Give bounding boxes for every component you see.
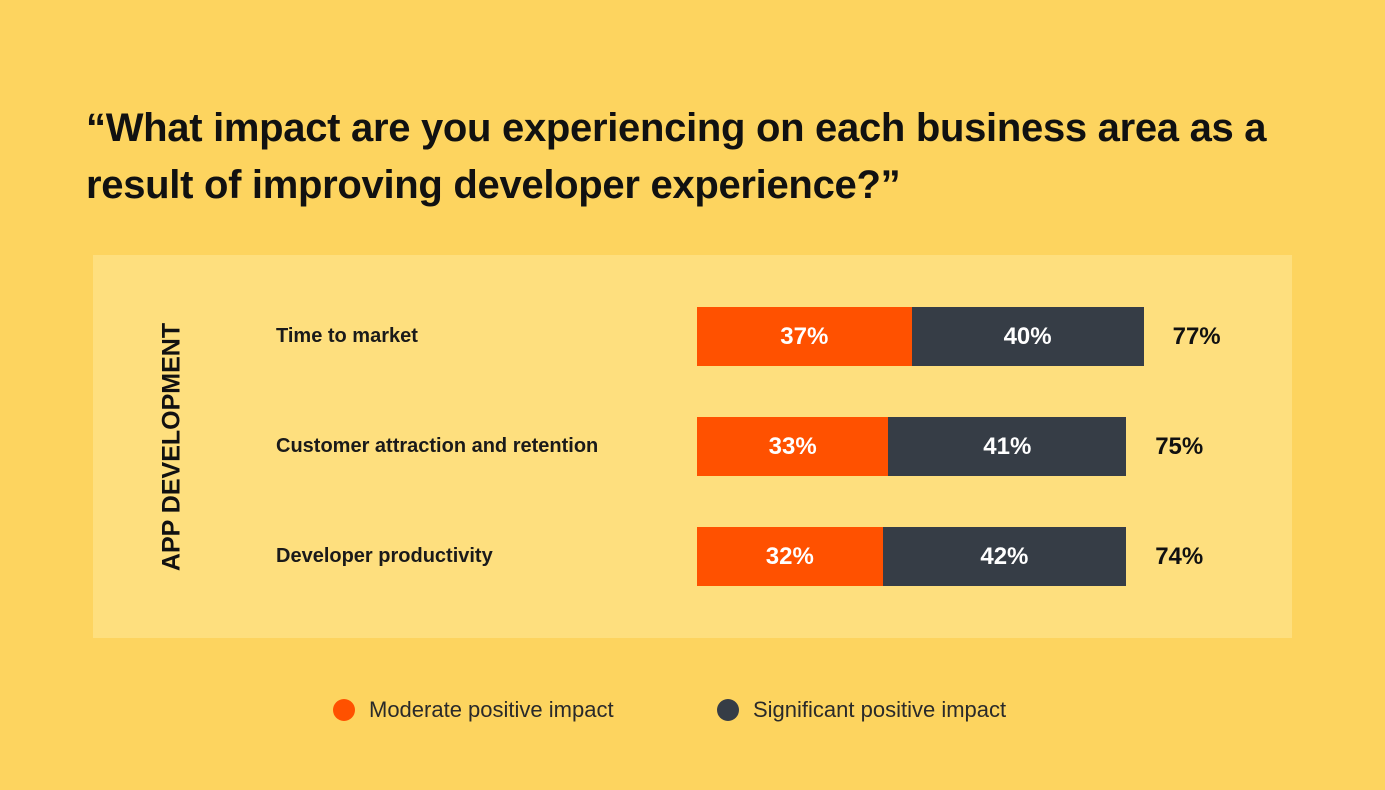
total-label: 75% <box>1155 433 1204 460</box>
category-label: Developer productivity <box>276 545 493 567</box>
bar-moderate: 33% <box>697 417 889 476</box>
total-label: 74% <box>1155 543 1204 570</box>
bar-moderate: 37% <box>697 307 912 366</box>
data-label: 40% <box>1003 322 1052 350</box>
bar-significant: 42% <box>882 527 1127 586</box>
legend-swatch-significant <box>717 699 739 721</box>
legend-label-moderate: Moderate positive impact <box>369 697 614 722</box>
data-label: 41% <box>983 432 1032 460</box>
legend-label-significant: Significant positive impact <box>753 697 1007 722</box>
legend-item-significant: Significant positive impact <box>717 697 1006 723</box>
bar-row: Developer productivity 32% 42% 74% <box>0 527 1385 586</box>
category-label: Customer attraction and retention <box>276 435 599 457</box>
legend-swatch-moderate <box>333 699 355 721</box>
total-label: 77% <box>1172 323 1221 350</box>
bar-significant: 41% <box>888 417 1127 476</box>
bar-row: Customer attraction and retention 33% 41% 7… <box>0 417 1385 476</box>
chart-title: “What impact are you experiencing on eac… <box>86 106 1267 207</box>
bar-significant: 40% <box>911 307 1144 366</box>
data-label: 32% <box>765 542 814 570</box>
bar-moderate: 32% <box>697 527 883 586</box>
legend-item-moderate: Moderate positive impact <box>333 697 614 723</box>
bar-row: Time to market 37% 40% 77% <box>0 307 1385 366</box>
data-label: 33% <box>768 432 817 460</box>
category-label: Time to market <box>276 325 418 347</box>
data-label: 37% <box>780 322 829 350</box>
data-label: 42% <box>980 542 1029 570</box>
